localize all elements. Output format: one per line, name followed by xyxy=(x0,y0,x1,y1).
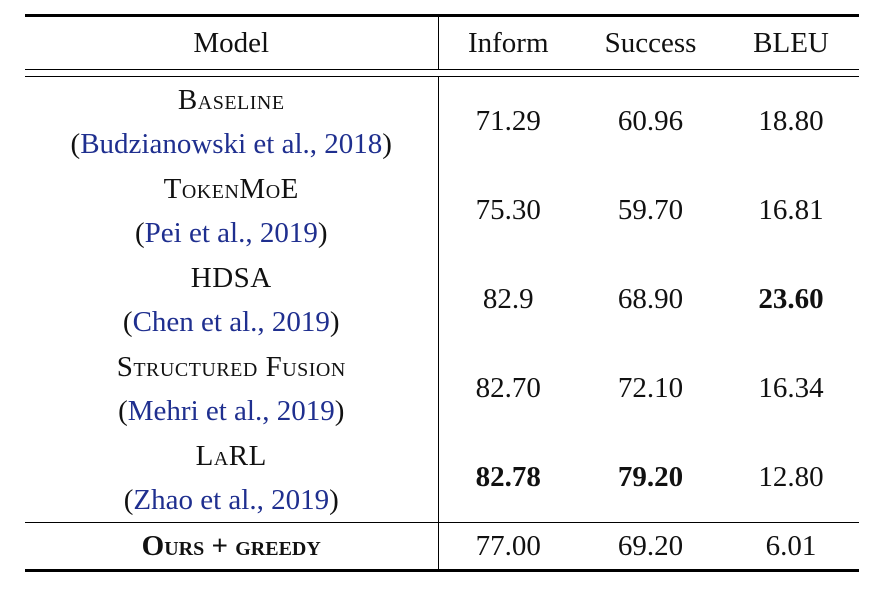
table-row: Structured Fusion (Mehri et al., 2019) 8… xyxy=(25,344,859,433)
inform-value: 82.9 xyxy=(482,283,534,315)
ours-inform-value: 77.00 xyxy=(438,522,578,572)
ours-bleu-value: 6.01 xyxy=(723,522,859,572)
header-success: Success xyxy=(578,14,723,70)
bleu-value: 16.81 xyxy=(758,194,824,226)
ours-success-value: 69.20 xyxy=(578,522,723,572)
model-cell: Baseline (Budzianowski et al., 2018) xyxy=(25,76,439,166)
model-name: Structured Fusion xyxy=(116,350,346,383)
model-cell: LaRL (Zhao et al., 2019) xyxy=(25,433,439,523)
citation-link[interactable]: Zhao et al., 2019 xyxy=(133,483,330,516)
double-rule-top xyxy=(25,69,859,70)
table-row: TokenMoE (Pei et al., 2019) 75.30 59.70 … xyxy=(25,166,859,255)
results-table-container: Model Inform Success BLEU Baseline (Budz… xyxy=(25,14,859,572)
inform-value-best: 82.78 xyxy=(475,461,541,493)
table-row: HDSA (Chen et al., 2019) 82.9 68.90 23.6… xyxy=(25,255,859,344)
header-bleu: BLEU xyxy=(723,14,859,70)
citation: (Budzianowski et al., 2018) xyxy=(70,127,392,160)
bleu-value-best: 23.60 xyxy=(758,283,824,315)
bleu-value: 18.80 xyxy=(758,105,824,137)
table-row: Baseline (Budzianowski et al., 2018) 71.… xyxy=(25,76,859,166)
citation-link[interactable]: Budzianowski et al., 2018 xyxy=(80,127,383,160)
header-model: Model xyxy=(25,14,439,70)
table-row: LaRL (Zhao et al., 2019) 82.78 79.20 12.… xyxy=(25,433,859,523)
bleu-value: 12.80 xyxy=(758,461,824,493)
citation: (Chen et al., 2019) xyxy=(122,305,340,338)
ours-model-name: Ours + greedy xyxy=(25,522,439,572)
citation-link[interactable]: Chen et al., 2019 xyxy=(132,305,330,338)
model-cell: Structured Fusion (Mehri et al., 2019) xyxy=(25,344,439,433)
citation: (Zhao et al., 2019) xyxy=(123,483,339,516)
bleu-value: 16.34 xyxy=(758,372,824,404)
model-name: Baseline xyxy=(177,83,285,116)
ours-row: Ours + greedy 77.00 69.20 6.01 xyxy=(25,522,859,572)
success-value: 72.10 xyxy=(617,372,684,404)
success-value: 68.90 xyxy=(617,283,684,315)
success-value: 60.96 xyxy=(617,105,684,137)
citation-link[interactable]: Mehri et al., 2019 xyxy=(127,394,335,427)
citation: (Pei et al., 2019) xyxy=(134,216,328,249)
model-name: TokenMoE xyxy=(163,172,299,205)
citation-link[interactable]: Pei et al., 2019 xyxy=(144,216,318,249)
inform-value: 75.30 xyxy=(475,194,541,226)
double-rule-bottom xyxy=(25,70,859,77)
model-name: LaRL xyxy=(195,439,267,472)
success-value-best: 79.20 xyxy=(617,461,684,493)
model-name: HDSA xyxy=(190,261,272,294)
inform-value: 71.29 xyxy=(475,105,541,137)
citation: (Mehri et al., 2019) xyxy=(118,394,345,427)
header-row: Model Inform Success BLEU xyxy=(25,14,859,70)
header-inform: Inform xyxy=(438,14,578,70)
inform-value: 82.70 xyxy=(475,372,541,404)
results-table: Model Inform Success BLEU Baseline (Budz… xyxy=(25,14,859,572)
model-cell: HDSA (Chen et al., 2019) xyxy=(25,255,439,344)
success-value: 59.70 xyxy=(617,194,684,226)
model-cell: TokenMoE (Pei et al., 2019) xyxy=(25,166,439,255)
